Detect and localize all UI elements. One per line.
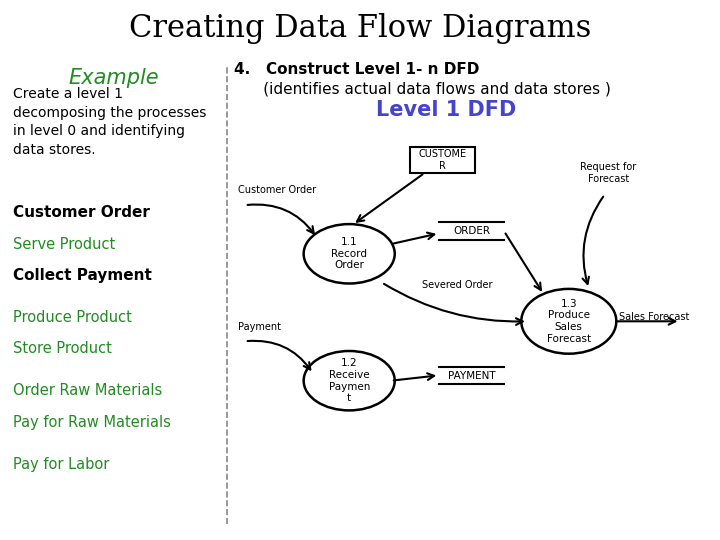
Text: Creating Data Flow Diagrams: Creating Data Flow Diagrams	[129, 14, 591, 44]
Text: Payment: Payment	[238, 322, 281, 332]
Text: PAYMENT: PAYMENT	[448, 370, 495, 381]
Text: Level 1 DFD: Level 1 DFD	[377, 100, 516, 120]
Text: ORDER: ORDER	[453, 226, 490, 237]
Text: 1.3
Produce
Sales
Forecast: 1.3 Produce Sales Forecast	[546, 299, 591, 343]
Text: Customer Order: Customer Order	[238, 185, 316, 195]
Bar	[410, 147, 475, 173]
Text: 1.1
Record
Order: 1.1 Record Order	[331, 237, 367, 271]
Text: Pay for Raw Materials: Pay for Raw Materials	[13, 415, 171, 430]
Text: Request for
Forecast: Request for Forecast	[580, 162, 636, 184]
Text: CUSTOME
R: CUSTOME R	[419, 149, 467, 171]
Text: Example: Example	[68, 68, 159, 87]
Text: (identifies actual data flows and data stores ): (identifies actual data flows and data s…	[234, 81, 611, 96]
Text: Produce Product: Produce Product	[13, 310, 132, 325]
Text: Order Raw Materials: Order Raw Materials	[13, 383, 162, 399]
Text: Collect Payment: Collect Payment	[13, 268, 152, 283]
Text: Create a level 1
decomposing the processes
in level 0 and identifying
data store: Create a level 1 decomposing the process…	[13, 87, 207, 157]
Text: Pay for Labor: Pay for Labor	[13, 457, 109, 472]
Text: 4.   Construct Level 1- n DFD: 4. Construct Level 1- n DFD	[234, 62, 480, 77]
Text: Sales Forecast: Sales Forecast	[619, 312, 690, 322]
Text: Serve Product: Serve Product	[13, 237, 115, 252]
Text: Store Product: Store Product	[13, 341, 112, 356]
Text: Severed Order: Severed Order	[422, 280, 492, 290]
Text: 1.2
Receive
Paymen
t: 1.2 Receive Paymen t	[328, 359, 370, 403]
Text: Customer Order: Customer Order	[13, 205, 150, 220]
